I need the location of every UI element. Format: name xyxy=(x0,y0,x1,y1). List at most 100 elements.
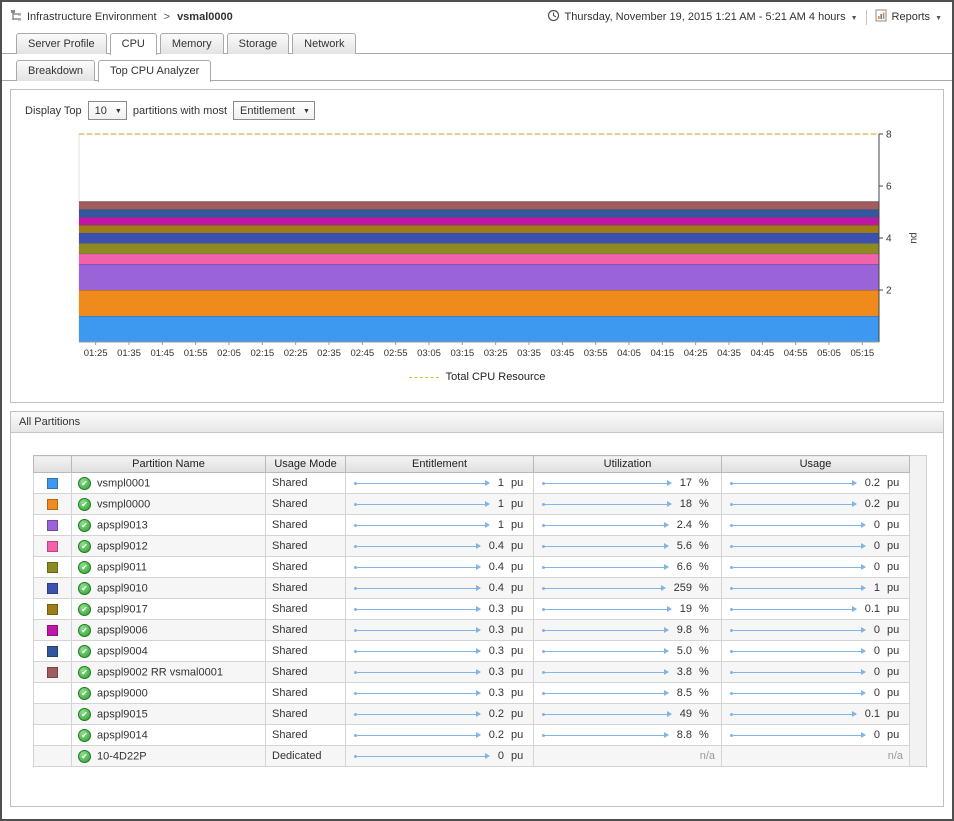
partition-row[interactable]: ✔ apspl9014 Shared 0.2 pu 8.8% 0 pu xyxy=(33,724,910,746)
partition-row[interactable]: ✔ apspl9006 Shared 0.3 pu 9.8% 0 pu xyxy=(33,619,910,641)
partition-row[interactable]: ✔ vsmpl0000 Shared 1 pu 18% 0.2 pu xyxy=(33,493,910,515)
tab-breakdown[interactable]: Breakdown xyxy=(16,60,96,81)
trend-sparkline-icon xyxy=(354,500,490,507)
metric-cell: 17% xyxy=(533,472,722,494)
partition-name-cell[interactable]: ✔ apspl9012 xyxy=(71,535,266,557)
svg-text:4: 4 xyxy=(886,234,892,245)
col-swatch xyxy=(33,455,72,473)
metric-cell: 18% xyxy=(533,493,722,515)
metric-cell: 9.8% xyxy=(533,619,722,641)
metric-cell: 0 pu xyxy=(721,556,910,578)
status-ok-icon: ✔ xyxy=(78,476,91,490)
partition-name-cell[interactable]: ✔ vsmpl0001 xyxy=(71,472,266,494)
series-color-cell xyxy=(33,556,72,578)
col-usage-mode[interactable]: Usage Mode xyxy=(265,455,346,473)
metric-cell: n/a xyxy=(533,745,722,767)
series-color-cell xyxy=(33,661,72,683)
trend-sparkline-icon xyxy=(730,584,866,591)
partitions-with-most-label: partitions with most xyxy=(132,104,228,117)
partition-name-cell[interactable]: ✔ apspl9011 xyxy=(71,556,266,578)
tab-network[interactable]: Network xyxy=(292,33,357,54)
top-count-select[interactable]: 10 ▼ xyxy=(87,101,127,120)
partition-name-cell[interactable]: ✔ apspl9006 xyxy=(71,619,266,641)
partition-row[interactable]: ✔ apspl9002 RR vsmal0001 Shared 0.3 pu 3.8% 0 p… xyxy=(33,661,910,683)
tab-cpu[interactable]: CPU xyxy=(109,33,157,55)
partition-name: apspl9011 xyxy=(97,560,147,573)
breadcrumb-root[interactable]: Infrastructure Environment xyxy=(27,11,157,23)
trend-sparkline-icon xyxy=(730,668,866,675)
partition-name: vsmpl0001 xyxy=(97,476,151,489)
partition-name-cell[interactable]: ✔ apspl9015 xyxy=(71,703,266,725)
partition-name-cell[interactable]: ✔ apspl9017 xyxy=(71,598,266,620)
reports-button[interactable]: Reports ▼ xyxy=(875,9,942,25)
metric-cell: 0.2 pu xyxy=(345,703,534,725)
panel-title: All Partitions xyxy=(11,412,943,433)
partition-row[interactable]: ✔ vsmpl0001 Shared 1 pu 17% 0.2 pu xyxy=(33,472,910,494)
svg-text:04:25: 04:25 xyxy=(684,348,708,359)
tab-storage[interactable]: Storage xyxy=(226,33,290,54)
col-entitlement[interactable]: Entitlement xyxy=(345,455,534,473)
status-ok-icon: ✔ xyxy=(78,623,91,637)
partition-name-cell[interactable]: ✔ vsmpl0000 xyxy=(71,493,266,515)
partition-row[interactable]: ✔ apspl9012 Shared 0.4 pu 5.6% 0 pu xyxy=(33,535,910,557)
tab-memory[interactable]: Memory xyxy=(159,33,224,54)
chart-area: 2 4 6 8 pu 01:25 01:35 01:45 01:55 02:05 02:15 02:2… xyxy=(11,120,943,369)
partition-name: apspl9002 RR vsmal0001 xyxy=(97,665,223,678)
trend-sparkline-icon xyxy=(730,626,866,633)
svg-text:03:35: 03:35 xyxy=(517,348,541,359)
svg-text:04:05: 04:05 xyxy=(617,348,641,359)
partition-row[interactable]: ✔ apspl9011 Shared 0.4 pu 6.6% 0 pu xyxy=(33,556,910,578)
partition-name-cell[interactable]: ✔ apspl9010 xyxy=(71,577,266,599)
trend-sparkline-icon xyxy=(542,710,672,717)
breadcrumb-separator: > xyxy=(163,11,171,23)
partition-name-cell[interactable]: ✔ apspl9000 xyxy=(71,682,266,704)
partition-name-cell[interactable]: ✔ apspl9014 xyxy=(71,724,266,746)
timerange-selector[interactable]: Thursday, November 19, 2015 1:21 AM - 5:… xyxy=(547,9,858,25)
topology-icon xyxy=(10,9,22,25)
table-scrollbar[interactable] xyxy=(910,455,927,767)
partition-row[interactable]: ✔ apspl9010 Shared 0.4 pu 259% 1 pu xyxy=(33,577,910,599)
partition-row[interactable]: ✔ apspl9004 Shared 0.3 pu 5.0% 0 pu xyxy=(33,640,910,662)
partition-name-cell[interactable]: ✔ apspl9002 RR vsmal0001 xyxy=(71,661,266,683)
col-usage[interactable]: Usage xyxy=(721,455,910,473)
partition-name-cell[interactable]: ✔ apspl9013 xyxy=(71,514,266,536)
metric-cell: 3.8% xyxy=(533,661,722,683)
series-color-cell xyxy=(33,724,72,746)
partition-row[interactable]: ✔ apspl9015 Shared 0.2 pu 49% 0.1 pu xyxy=(33,703,910,725)
metric-cell: 1 pu xyxy=(345,472,534,494)
col-utilization[interactable]: Utilization xyxy=(533,455,722,473)
svg-text:03:05: 03:05 xyxy=(417,348,441,359)
svg-text:01:45: 01:45 xyxy=(150,348,174,359)
metric-cell: 0.2 pu xyxy=(345,724,534,746)
tab-top-cpu-analyzer[interactable]: Top CPU Analyzer xyxy=(98,60,212,82)
svg-text:01:25: 01:25 xyxy=(84,348,108,359)
partition-row[interactable]: ✔ apspl9000 Shared 0.3 pu 8.5% 0 pu xyxy=(33,682,910,704)
partition-name: apspl9012 xyxy=(97,539,148,552)
status-ok-icon: ✔ xyxy=(78,497,91,511)
reports-label: Reports xyxy=(891,11,931,23)
partition-row[interactable]: ✔ apspl9017 Shared 0.3 pu 19% 0.1 pu xyxy=(33,598,910,620)
metric-cell: 19% xyxy=(533,598,722,620)
usage-mode-cell: Shared xyxy=(265,640,346,662)
partition-row[interactable]: ✔ 10-4D22P Dedicated 0 pu n/a n/a xyxy=(33,745,910,767)
metric-cell: 0.4 pu xyxy=(345,577,534,599)
col-partition-name[interactable]: Partition Name xyxy=(71,455,266,473)
usage-mode-cell: Shared xyxy=(265,472,346,494)
trend-sparkline-icon xyxy=(354,626,481,633)
trend-sparkline-icon xyxy=(730,710,857,717)
series-color-swatch xyxy=(47,624,58,636)
tab-server-profile[interactable]: Server Profile xyxy=(16,33,107,54)
metric-select[interactable]: Entitlement ▼ xyxy=(233,101,315,120)
trend-sparkline-icon xyxy=(354,563,481,570)
partition-row[interactable]: ✔ apspl9013 Shared 1 pu 2.4% 0 pu xyxy=(33,514,910,536)
svg-text:04:35: 04:35 xyxy=(717,348,741,359)
svg-text:02:25: 02:25 xyxy=(284,348,308,359)
metric-cell: 0.3 pu xyxy=(345,619,534,641)
chart-controls: Display Top 10 ▼ partitions with most En… xyxy=(11,90,943,120)
series-color-swatch xyxy=(47,519,58,531)
cpu-stacked-area-chart[interactable]: 2 4 6 8 pu 01:25 01:35 01:45 01:55 02:05 02:15 02:2… xyxy=(19,124,939,364)
usage-mode-cell: Dedicated xyxy=(265,745,346,767)
partition-name-cell[interactable]: ✔ 10-4D22P xyxy=(71,745,266,767)
partition-name-cell[interactable]: ✔ apspl9004 xyxy=(71,640,266,662)
trend-sparkline-icon xyxy=(730,647,866,654)
